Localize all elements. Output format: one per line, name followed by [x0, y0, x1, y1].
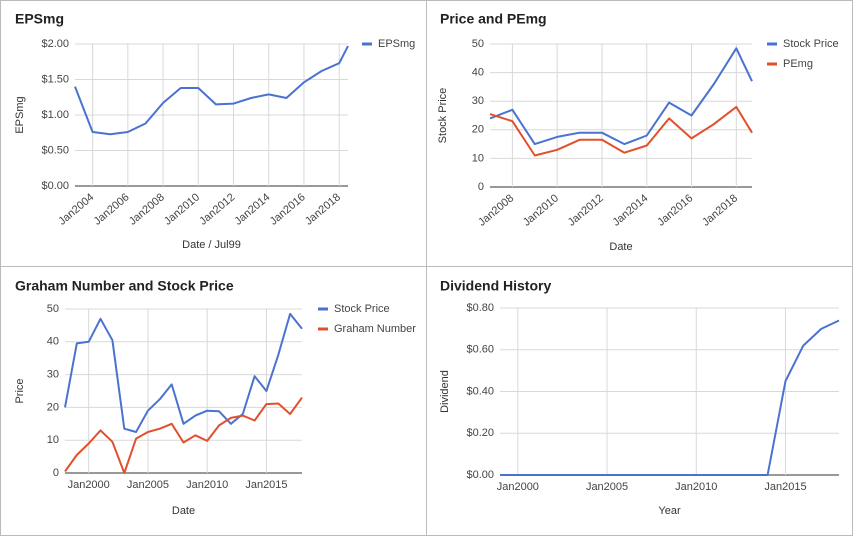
series-line	[489, 47, 753, 146]
y-tick-label: 40	[47, 336, 59, 348]
x-tick-label: Jan2014	[610, 192, 650, 228]
legend-label: PEmg	[783, 58, 813, 70]
y-tick-label: $2.00	[41, 38, 69, 50]
y-tick-label: 40	[472, 67, 484, 79]
x-tick-label: Jan2012	[197, 191, 237, 227]
y-axis-title: Stock Price	[437, 88, 449, 144]
x-tick-label: Jan2000	[68, 479, 110, 491]
y-tick-label: 20	[472, 124, 484, 136]
y-tick-label: 50	[47, 303, 59, 315]
legend-label: Stock Price	[334, 303, 390, 315]
x-axis-title: Date / Jul99	[182, 239, 241, 251]
x-tick-label: Jan2018	[303, 191, 343, 227]
chart-title: Graham Number and Stock Price	[15, 278, 234, 294]
series-line	[500, 319, 840, 476]
x-tick-label: Jan2005	[127, 479, 169, 491]
x-tick-label: Jan2018	[700, 192, 740, 228]
x-tick-label: Jan2008	[476, 192, 516, 228]
y-tick-label: $0.00	[41, 180, 69, 192]
chart-title: Price and PEmg	[440, 11, 547, 27]
x-tick-label: Jan2016	[268, 191, 308, 227]
y-tick-label: 20	[47, 401, 59, 413]
chart-title: Dividend History	[440, 278, 551, 294]
series-line	[64, 397, 303, 474]
y-tick-label: 30	[472, 95, 484, 107]
y-axis-title: EPSmg	[14, 96, 26, 133]
x-tick-label: Jan2006	[92, 191, 132, 227]
x-tick-label: Jan2010	[162, 191, 202, 227]
y-tick-label: 0	[478, 181, 484, 193]
y-tick-label: 10	[47, 434, 59, 446]
y-tick-label: $0.20	[466, 427, 494, 439]
legend-label: EPSmg	[378, 38, 415, 50]
x-tick-label: Jan2000	[497, 481, 539, 493]
x-axis-title: Date	[172, 505, 195, 517]
x-tick-label: Jan2016	[655, 192, 695, 228]
y-tick-label: $0.40	[466, 385, 494, 397]
x-axis-title: Date	[609, 241, 632, 253]
x-tick-label: Jan2015	[245, 479, 287, 491]
y-tick-label: $1.00	[41, 109, 69, 121]
x-axis-title: Year	[658, 505, 681, 517]
y-tick-label: $0.00	[466, 469, 494, 481]
chart-title: EPSmg	[15, 11, 64, 27]
series-line	[74, 45, 349, 136]
y-axis-title: Price	[14, 378, 26, 403]
legend-label: Graham Number	[334, 323, 416, 335]
series-line	[64, 312, 303, 433]
x-tick-label: Jan2015	[764, 481, 806, 493]
y-tick-label: $0.50	[41, 144, 69, 156]
y-tick-label: 0	[53, 467, 59, 479]
y-tick-label: $1.50	[41, 73, 69, 85]
y-tick-label: $0.80	[466, 302, 494, 314]
x-tick-label: Jan2005	[586, 481, 628, 493]
y-tick-label: $0.60	[466, 344, 494, 356]
x-tick-label: Jan2004	[56, 191, 96, 227]
legend-label: Stock Price	[783, 38, 839, 50]
y-tick-label: 30	[47, 369, 59, 381]
y-tick-label: 10	[472, 152, 484, 164]
x-tick-label: Jan2010	[186, 479, 228, 491]
y-axis-title: Dividend	[439, 370, 451, 413]
y-tick-label: 50	[472, 38, 484, 50]
x-tick-label: Jan2010	[521, 192, 561, 228]
x-tick-label: Jan2012	[566, 192, 606, 228]
series-line	[489, 105, 753, 157]
x-tick-label: Jan2008	[127, 191, 167, 227]
x-tick-label: Jan2010	[675, 481, 717, 493]
x-tick-label: Jan2014	[232, 191, 272, 227]
